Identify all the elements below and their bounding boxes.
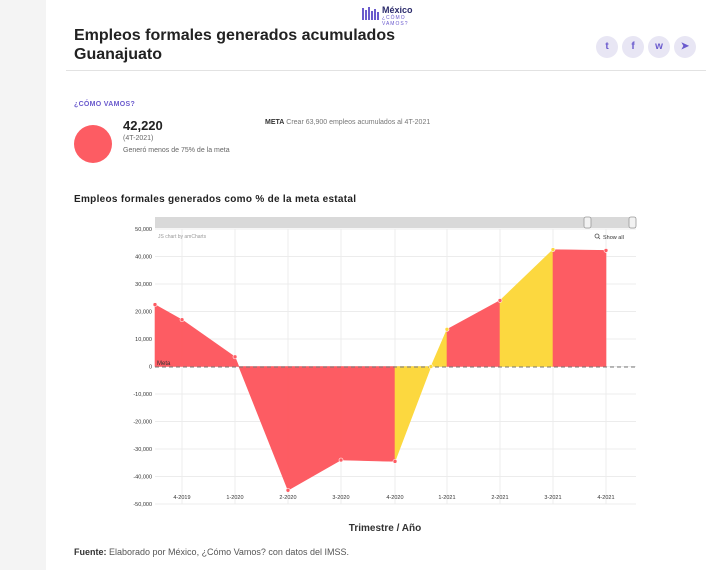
y-tick-label: 10,000 (135, 337, 152, 343)
x-tick-label: 2-2021 (491, 495, 508, 501)
status-circle (74, 125, 112, 163)
x-tick-label: 2-2020 (279, 495, 296, 501)
logo-name: México (382, 5, 413, 15)
y-tick-label: 20,000 (135, 310, 152, 316)
data-point[interactable] (603, 248, 609, 253)
source-label: Fuente: (74, 547, 107, 557)
data-point[interactable] (232, 354, 238, 360)
x-tick-label: 1-2020 (226, 495, 243, 501)
data-point[interactable] (428, 364, 434, 369)
y-tick-label: 40,000 (135, 255, 152, 261)
facebook-icon[interactable]: f (622, 36, 644, 58)
whatsapp-icon[interactable]: w (648, 36, 670, 58)
data-point[interactable] (444, 327, 450, 332)
data-point[interactable] (497, 298, 503, 303)
data-point[interactable] (338, 457, 344, 463)
y-tick-label: 30,000 (135, 282, 152, 288)
y-tick-label: -10,000 (133, 392, 152, 398)
y-tick-label: -40,000 (133, 475, 152, 481)
data-point[interactable] (152, 302, 158, 307)
x-tick-label: 1-2021 (438, 495, 455, 501)
scrollbar-grip-left[interactable] (583, 216, 592, 229)
twitter-icon[interactable]: t (596, 36, 618, 58)
section-label: ¿CÓMO VAMOS? (74, 101, 136, 108)
logo-subtitle: ¿CÓMO VAMOS? (382, 15, 409, 27)
meta-line-label: Meta (157, 361, 171, 367)
source-text: Elaborado por México, ¿Cómo Vamos? con d… (109, 547, 349, 557)
x-tick-label: 3-2021 (544, 495, 561, 501)
area-segment (340, 366, 396, 462)
logo-bars-icon (362, 7, 379, 20)
page-title: Empleos formales generados acumulados Gu… (74, 27, 395, 63)
mexico-como-vamos-logo[interactable]: México ¿CÓMO VAMOS? (362, 4, 422, 27)
scrollbar-track[interactable] (155, 217, 636, 228)
data-point[interactable] (179, 317, 185, 323)
x-tick-label: 4-2019 (173, 495, 190, 501)
meta-description: Crear 63,900 empleos acumulados al 4T-20… (286, 119, 431, 126)
meta-text: META Crear 63,900 empleos acumulados al … (265, 119, 430, 126)
y-tick-label: 50,000 (135, 227, 152, 233)
area-segment (394, 366, 432, 462)
header-divider (66, 70, 706, 71)
y-tick-label: 0 (149, 365, 152, 371)
y-tick-label: -30,000 (133, 447, 152, 453)
summary-status: Generó menos de 75% de la meta (123, 147, 230, 154)
data-point[interactable] (285, 487, 291, 493)
chart-credit[interactable]: JS chart by amCharts (158, 234, 207, 240)
y-tick-label: -20,000 (133, 420, 152, 426)
area-segment (552, 249, 607, 367)
x-tick-label: 3-2020 (332, 495, 349, 501)
summary-value: 42,220 (123, 118, 163, 133)
show-all-label[interactable]: Show all (603, 235, 624, 241)
left-gutter (0, 0, 46, 570)
source-note: Fuente: Elaborado por México, ¿Cómo Vamo… (74, 547, 349, 557)
x-axis-title: Trimestre / Año (349, 523, 421, 534)
show-all-button[interactable]: Show all (594, 233, 624, 241)
x-tick-label: 4-2020 (386, 495, 403, 501)
data-point[interactable] (550, 247, 556, 252)
scrollbar-grip-right[interactable] (628, 216, 637, 229)
meta-label: META (265, 119, 285, 126)
summary-period: (4T-2021) (123, 135, 154, 142)
y-tick-label: -50,000 (133, 502, 152, 508)
telegram-icon[interactable]: ➤ (674, 36, 696, 58)
chart-title: Empleos formales generados como % de la … (74, 194, 357, 205)
data-point[interactable] (392, 459, 398, 464)
x-tick-label: 4-2021 (597, 495, 614, 501)
